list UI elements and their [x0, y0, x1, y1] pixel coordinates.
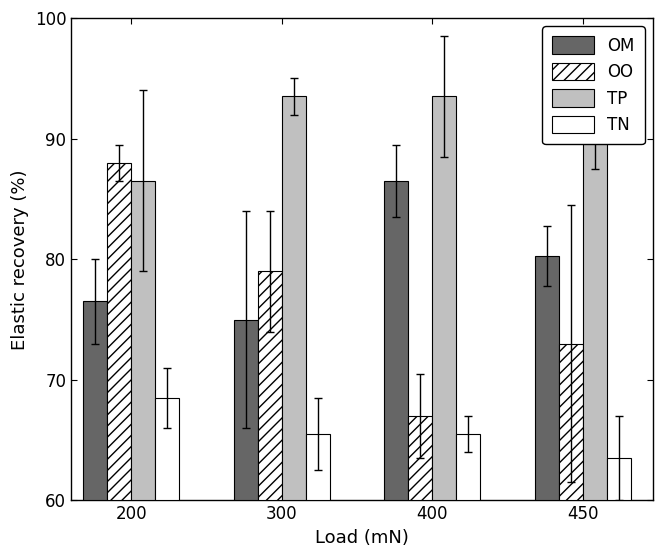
Bar: [456, 434, 480, 501]
Bar: [83, 301, 108, 501]
Bar: [558, 344, 583, 501]
Y-axis label: Elastic recovery (%): Elastic recovery (%): [11, 169, 29, 349]
Bar: [408, 416, 432, 501]
Bar: [306, 434, 330, 501]
Bar: [535, 256, 558, 501]
Bar: [432, 97, 456, 501]
Bar: [108, 163, 131, 501]
Legend: OM, OO, TP, TN: OM, OO, TP, TN: [542, 26, 645, 144]
Bar: [607, 458, 631, 501]
Bar: [131, 181, 155, 501]
X-axis label: Load (mN): Load (mN): [315, 529, 409, 547]
Bar: [384, 181, 408, 501]
Bar: [155, 398, 179, 501]
Bar: [234, 320, 258, 501]
Bar: [282, 97, 306, 501]
Bar: [258, 271, 282, 501]
Bar: [583, 114, 607, 501]
